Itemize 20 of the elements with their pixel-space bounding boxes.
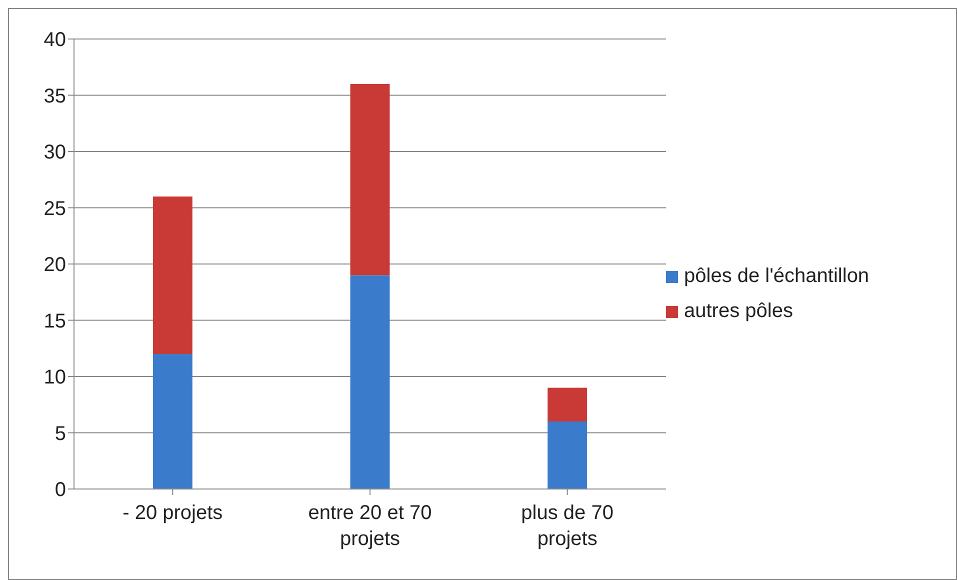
y-tick-label: 30 (44, 142, 66, 164)
y-tick-label: 20 (44, 254, 66, 276)
legend-label: pôles de l'échantillon (684, 265, 870, 288)
y-tick-label: 15 (44, 310, 66, 332)
bar (350, 84, 390, 276)
y-tick-label: 0 (54, 479, 66, 502)
bar (350, 275, 390, 489)
x-tick-label: plus de 70 projets (521, 502, 614, 550)
legend-label: autres pôles (684, 300, 793, 323)
bar (152, 196, 192, 354)
y-tick-label: 25 (44, 198, 66, 220)
bar (548, 388, 588, 422)
y-tick-label: 10 (44, 366, 66, 389)
bar (548, 422, 588, 489)
x-tick-label: - 20 projets (122, 502, 223, 524)
x-tick-label: entre 20 et 70 projets (308, 502, 432, 550)
bar (152, 354, 192, 489)
y-tick-label: 5 (54, 422, 66, 445)
y-tick-label: 40 (44, 29, 66, 52)
y-tick-label: 35 (44, 85, 66, 108)
